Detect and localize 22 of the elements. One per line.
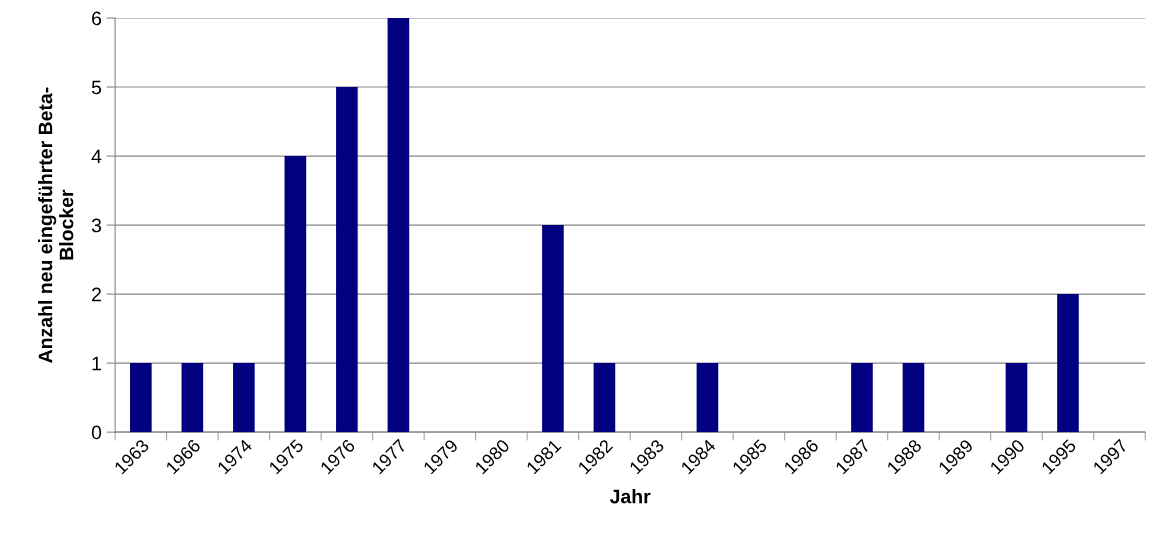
bar — [284, 156, 307, 433]
bar — [336, 87, 358, 433]
y-tick-label: 3 — [91, 218, 102, 233]
y-tick-label: 0 — [91, 425, 102, 440]
y-axis-title: Anzahl neu eingeführter Beta- Blocker — [38, 87, 74, 363]
bar — [1005, 363, 1028, 433]
bar — [696, 363, 719, 433]
bar — [593, 363, 616, 433]
y-tick-label: 6 — [92, 11, 102, 26]
bar — [181, 363, 204, 433]
bar — [233, 363, 255, 433]
y-tick-label: 5 — [91, 80, 102, 95]
y-tick-label: 4 — [91, 149, 102, 164]
y-tick-label: 1 — [92, 356, 101, 371]
bar — [1057, 294, 1079, 433]
bar — [387, 18, 410, 433]
bar — [851, 363, 873, 433]
x-axis-title: Jahr — [609, 489, 651, 504]
y-tick-label: 2 — [92, 287, 101, 302]
bar — [130, 363, 152, 433]
bar — [542, 225, 564, 433]
bar — [902, 363, 925, 433]
